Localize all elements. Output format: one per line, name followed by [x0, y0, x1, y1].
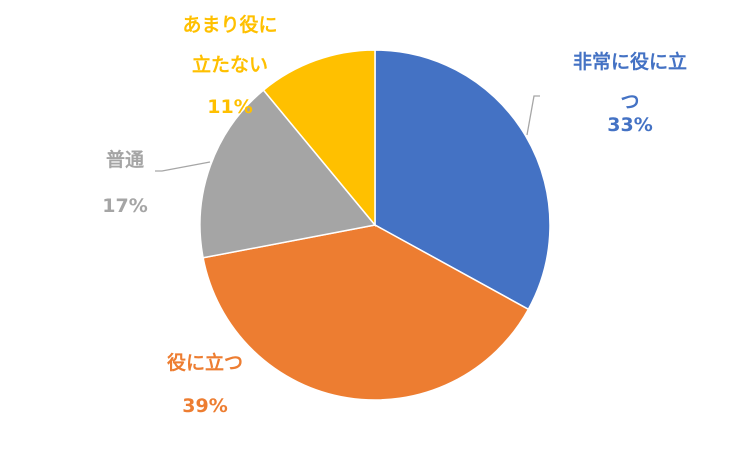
pie-slice	[262, 49, 376, 228]
leader-line	[155, 161, 211, 172]
category-label: 非常に役に立つ	[572, 51, 687, 113]
value-label: 33%	[607, 114, 653, 136]
leader-line	[526, 95, 540, 136]
pie-slice	[199, 89, 377, 259]
value-label: 39%	[182, 395, 228, 417]
value-label: 11%	[207, 96, 253, 118]
category-label: 普通	[105, 149, 145, 171]
pie-slice	[374, 49, 551, 311]
value-label: 17%	[102, 195, 148, 217]
pie-slice	[202, 224, 530, 401]
category-label: あまり役に 立たない	[182, 14, 278, 76]
category-label: 役に立つ	[166, 352, 244, 374]
